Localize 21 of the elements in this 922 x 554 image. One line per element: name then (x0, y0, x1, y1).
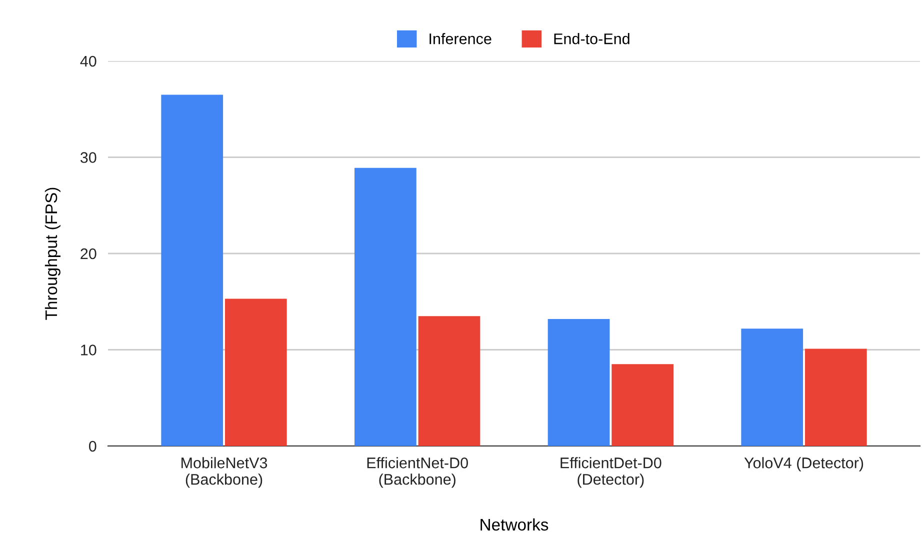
bar (224, 298, 287, 446)
x-tick-label: MobileNetV3 (Backbone) (182, 457, 268, 488)
y-axis-title: Throughput (FPS) (44, 188, 60, 320)
legend-label: Inference (430, 33, 492, 44)
x-tick-label: EfficientNet-D0 (Backbone) (367, 457, 468, 488)
bar (354, 168, 416, 446)
bar (804, 348, 867, 446)
bar (161, 94, 224, 446)
y-tick-label: 0 (88, 440, 96, 452)
x-tick-label: YoloV4 (Detector) (744, 457, 864, 472)
bar (548, 318, 610, 446)
y-tick-label: 20 (80, 248, 96, 260)
x-axis-title: Networks (480, 518, 548, 531)
bar (418, 316, 480, 446)
bar (612, 364, 674, 446)
y-tick-label: 10 (81, 344, 96, 356)
x-tick-label: EfficientDet-D0 (Detector) (560, 457, 662, 488)
y-tick-label: 40 (80, 56, 96, 67)
bar (741, 328, 804, 446)
legend-label: End-to-End (554, 33, 630, 44)
y-tick-label: 30 (80, 152, 96, 163)
